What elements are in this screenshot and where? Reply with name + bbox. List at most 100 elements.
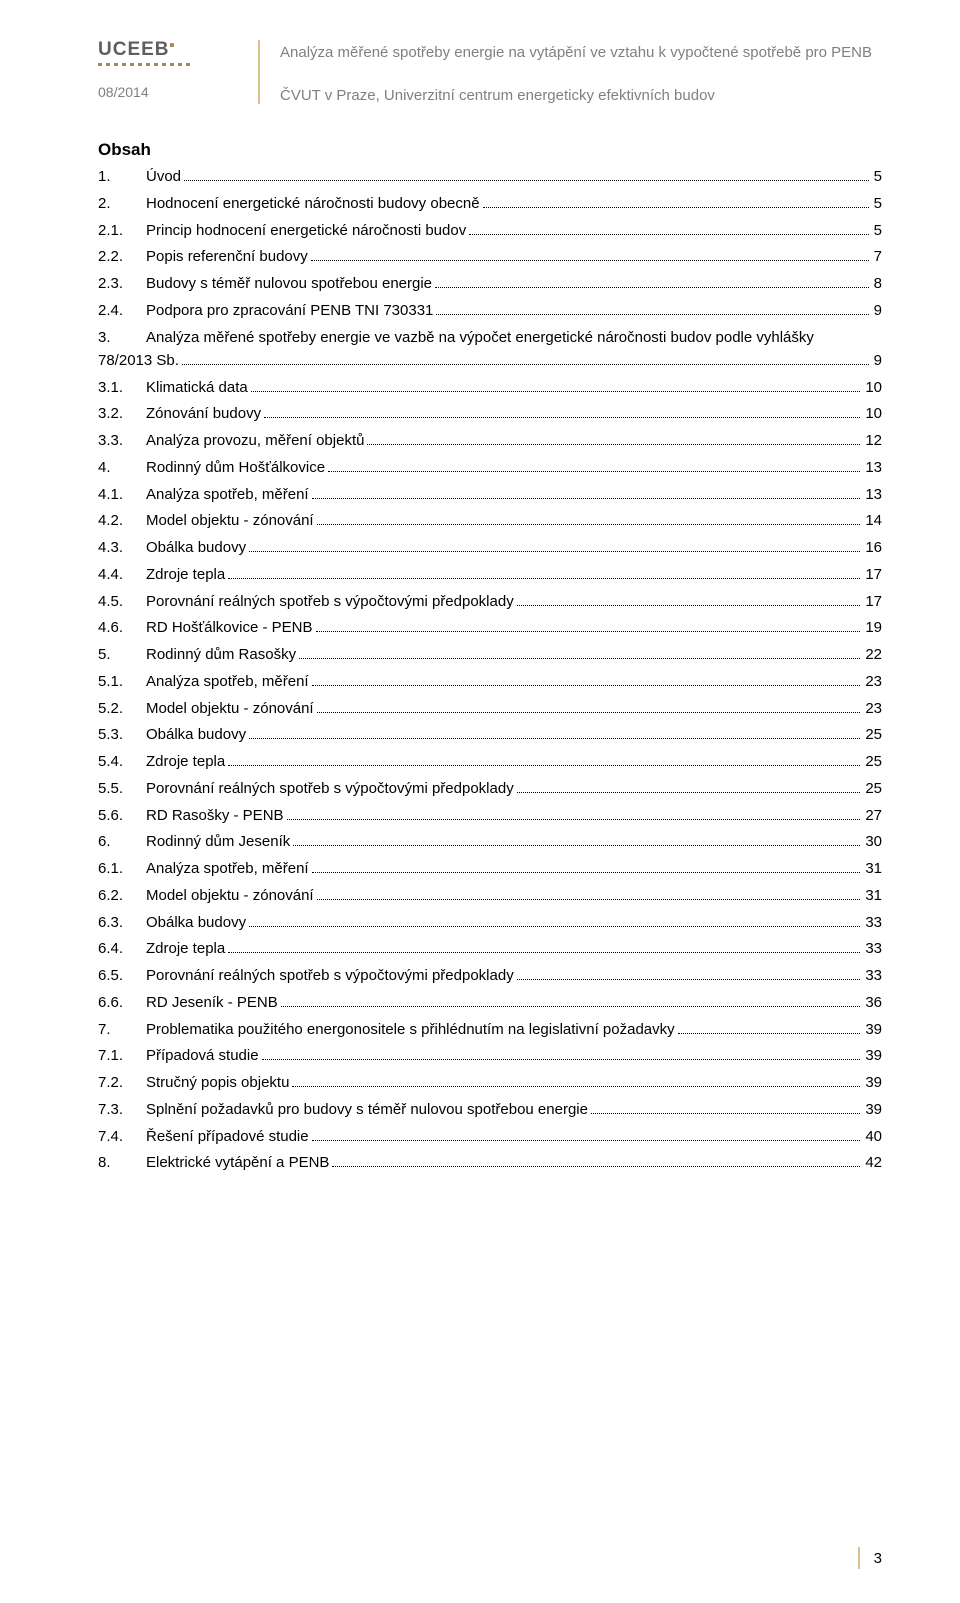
toc-entry-title: Zdroje tepla: [146, 940, 225, 957]
toc-entry-number: 7.: [98, 1021, 146, 1038]
toc-leader: [299, 658, 860, 659]
toc-entry-number: 4.6.: [98, 619, 146, 636]
toc-entry: 6.3.Obálka budovy33: [98, 914, 882, 931]
toc-entry-number: 1.: [98, 168, 146, 185]
page-footer: 3: [858, 1547, 882, 1569]
toc-leader: [483, 207, 869, 208]
header-title: Analýza měřené spotřeby energie na vytáp…: [280, 42, 882, 63]
logo-mark-icon: ■: [170, 41, 176, 50]
toc-entry-page: 13: [863, 459, 882, 476]
toc-entry-number: 7.1.: [98, 1047, 146, 1064]
toc-entry: 4.6.RD Hošťálkovice - PENB19: [98, 619, 882, 636]
toc-leader: [184, 180, 869, 181]
toc-entry-page: 33: [863, 967, 882, 984]
logo-underline-icon: [98, 63, 190, 66]
toc-entry-page: 7: [872, 248, 882, 265]
toc-entry-number: 2.1.: [98, 222, 146, 239]
toc-entry-page: 25: [863, 780, 882, 797]
toc-entry-page: 40: [863, 1128, 882, 1145]
toc-entry-number: 5.4.: [98, 753, 146, 770]
toc-entry: 5.1.Analýza spotřeb, měření23: [98, 673, 882, 690]
toc-entry-title: Případová studie: [146, 1047, 259, 1064]
toc-entry: 6.2.Model objektu - zónování 31: [98, 887, 882, 904]
toc-entry: 6.Rodinný dům Jeseník30: [98, 833, 882, 850]
toc-entry: 2.Hodnocení energetické náročnosti budov…: [98, 195, 882, 212]
toc-entry-number: 5.3.: [98, 726, 146, 743]
toc-entry: 4.3.Obálka budovy16: [98, 539, 882, 556]
toc-entry: 2.2.Popis referenční budovy 7: [98, 248, 882, 265]
logo-text: UCEEB: [98, 39, 170, 60]
toc-entry-number: 5.1.: [98, 673, 146, 690]
toc-leader: [317, 899, 861, 900]
toc-entry-page: 31: [863, 887, 882, 904]
toc-leader: [287, 819, 861, 820]
toc-entry-page: 25: [863, 726, 882, 743]
toc-entry-number: 4.2.: [98, 512, 146, 529]
toc-entry-number: 5.5.: [98, 780, 146, 797]
toc-entry-number: 6.2.: [98, 887, 146, 904]
toc-leader: [311, 260, 869, 261]
toc-entry-title: Zdroje tepla: [146, 753, 225, 770]
toc-entry-title: Model objektu - zónování: [146, 887, 314, 904]
toc-entry-title: Rodinný dům Jeseník: [146, 833, 290, 850]
toc-entry-number: 6.5.: [98, 967, 146, 984]
toc-leader: [312, 1140, 861, 1141]
logo-block: UCEEB■ 08/2014: [98, 40, 238, 100]
header-text-block: Analýza měřené spotřeby energie na vytáp…: [280, 40, 882, 104]
toc-leader: [228, 578, 860, 579]
toc-entry: 5.2.Model objektu - zónování 23: [98, 700, 882, 717]
toc-entry: 7.1.Případová studie39: [98, 1047, 882, 1064]
toc-entry: 4.1.Analýza spotřeb, měření13: [98, 486, 882, 503]
toc-entry-number: 3.3.: [98, 432, 146, 449]
toc-entry-title: Porovnání reálných spotřeb s výpočtovými…: [146, 780, 514, 797]
toc-entry: 5.5.Porovnání reálných spotřeb s výpočto…: [98, 780, 882, 797]
toc-entry: 5.Rodinný dům Rasošky22: [98, 646, 882, 663]
toc-entry-title: Splnění požadavků pro budovy s téměř nul…: [146, 1101, 588, 1118]
toc-entry-title: Analýza spotřeb, měření: [146, 673, 309, 690]
toc-entry-page: 36: [863, 994, 882, 1011]
toc-entry-page: 39: [863, 1021, 882, 1038]
toc-entry-number: 6.1.: [98, 860, 146, 877]
toc-entry-number: 7.3.: [98, 1101, 146, 1118]
toc-leader: [293, 845, 860, 846]
toc-entry-title: Obálka budovy: [146, 539, 246, 556]
toc-entry-title: Klimatická data: [146, 379, 248, 396]
toc-entry-number: 2.2.: [98, 248, 146, 265]
toc-leader: [249, 738, 860, 739]
toc-entry-number: 5.2.: [98, 700, 146, 717]
toc-entry-number: 4.3.: [98, 539, 146, 556]
toc-entry: 3.3.Analýza provozu, měření objektů12: [98, 432, 882, 449]
toc-entry-title: Rodinný dům Hošťálkovice: [146, 459, 325, 476]
toc-entry-title: Popis referenční budovy: [146, 248, 308, 265]
toc-entry-page: 27: [863, 807, 882, 824]
toc-leader: [249, 926, 860, 927]
toc-entry: 4.2.Model objektu - zónování14: [98, 512, 882, 529]
toc-entry-page: 25: [863, 753, 882, 770]
toc-entry-title: RD Jeseník - PENB: [146, 994, 278, 1011]
toc-entry-page: 31: [863, 860, 882, 877]
toc-entry: 2.1.Princip hodnocení energetické náročn…: [98, 222, 882, 239]
toc-entry-title: Model objektu - zónování: [146, 700, 314, 717]
toc-entry-title: Obálka budovy: [146, 914, 246, 931]
toc-entry: 5.3.Obálka budovy25: [98, 726, 882, 743]
toc-entry-title: Úvod: [146, 168, 181, 185]
toc-entry-title: Analýza spotřeb, měření: [146, 860, 309, 877]
toc-entry-number: 8.: [98, 1154, 146, 1171]
toc-leader: [317, 524, 861, 525]
toc-entry: 7.3.Splnění požadavků pro budovy s téměř…: [98, 1101, 882, 1118]
toc-entry-page: 17: [863, 566, 882, 583]
toc-entry-number: 4.4.: [98, 566, 146, 583]
toc-leader: [332, 1166, 860, 1167]
toc-entry-page: 23: [863, 700, 882, 717]
toc-leader: [281, 1006, 861, 1007]
toc-entry-number: 2.3.: [98, 275, 146, 292]
toc-entry: 1.Úvod5: [98, 168, 882, 185]
toc-entry: 4.4.Zdroje tepla17: [98, 566, 882, 583]
toc-entry-title: Rodinný dům Rasošky: [146, 646, 296, 663]
toc-entry-page: 5: [872, 222, 882, 239]
toc-entry-page: 13: [863, 486, 882, 503]
toc-entry: 5.6.RD Rasošky - PENB27: [98, 807, 882, 824]
toc-entry-number: 4.5.: [98, 593, 146, 610]
toc-leader: [517, 979, 861, 980]
toc-entry-page: 33: [863, 914, 882, 931]
